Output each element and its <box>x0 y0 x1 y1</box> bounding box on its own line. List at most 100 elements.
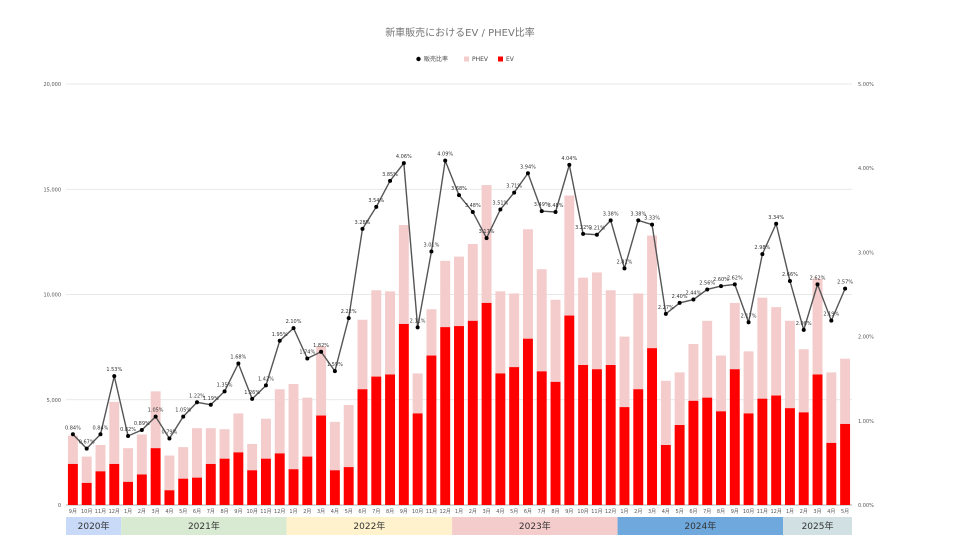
x-tick-label: 5月 <box>841 509 849 515</box>
bar-phev <box>260 418 271 459</box>
bar-ev <box>619 407 630 505</box>
ratio-data-label: 1.26% <box>244 390 260 396</box>
bar-ev <box>412 413 423 505</box>
ratio-data-label: 0.67% <box>79 440 95 446</box>
x-tick-label: 7月 <box>207 509 215 515</box>
axes: 0 5,000 10,000 15,000 20,000 0.00% 1.00% 2.00% 3… <box>44 82 875 515</box>
ratio-point <box>236 361 241 366</box>
x-tick-label: 4月 <box>331 509 339 515</box>
year-band-1 <box>121 517 287 535</box>
x-tick-label: 1月 <box>786 509 794 515</box>
ratio-data-label: 3.94% <box>520 164 536 170</box>
ratio-data-label: 3.38% <box>630 211 646 217</box>
bar-ev <box>467 320 478 505</box>
x-tick-label: 9月 <box>731 509 739 515</box>
x-tick-label: 3月 <box>813 509 821 515</box>
bar-ev <box>536 371 547 505</box>
ratio-data-label: 2.17% <box>741 313 757 319</box>
y-left-tick-1: 5,000 <box>47 398 61 404</box>
ratio-data-label: 1.05% <box>175 408 191 414</box>
x-tick-label: 4月 <box>496 509 504 515</box>
ratio-data-label: 2.10% <box>286 319 302 325</box>
x-tick-label: 9月 <box>400 509 408 515</box>
bar-phev <box>412 373 423 414</box>
x-tick-label: 6月 <box>358 509 366 515</box>
ratio-data-label: 3.49% <box>534 202 550 208</box>
ratio-data-label: 3.85% <box>382 172 398 178</box>
bar-phev <box>826 372 837 443</box>
bar-phev <box>316 346 327 416</box>
ratio-point <box>263 383 268 388</box>
ratio-point <box>608 218 613 223</box>
ratio-data-label: 2.62% <box>810 275 826 281</box>
bar-phev <box>729 302 740 370</box>
ratio-data-label: 2.08% <box>796 321 812 327</box>
bar-ev <box>729 369 740 505</box>
ratio-point <box>760 252 765 257</box>
bar-ev <box>316 415 327 505</box>
ratio-data-label: 0.82% <box>120 427 136 433</box>
ratio-point <box>663 311 668 316</box>
bar-ev <box>95 471 106 505</box>
bar-phev <box>357 319 368 390</box>
ratio-data-label: 3.54% <box>368 198 384 204</box>
bar-phev <box>495 291 506 374</box>
bar-ev <box>398 323 409 505</box>
bar-ev <box>633 389 644 505</box>
bar-phev <box>509 293 520 368</box>
bar-ev <box>109 463 120 505</box>
bar-phev <box>550 299 561 382</box>
x-tick-label: 5月 <box>676 509 684 515</box>
bar-ev <box>481 302 492 505</box>
ratio-data-label: 2.44% <box>685 291 701 297</box>
x-tick-label: 10月 <box>246 509 257 515</box>
bar-phev <box>219 429 230 459</box>
bar-phev <box>288 383 299 470</box>
ratio-point <box>843 286 848 291</box>
bar-phev <box>67 435 78 464</box>
x-tick-label: 6月 <box>524 509 532 515</box>
ratio-point <box>594 232 599 237</box>
bar-phev <box>233 413 244 453</box>
x-tick-label: 3月 <box>482 509 490 515</box>
bar-ev <box>840 423 851 505</box>
year-band-0 <box>66 517 122 535</box>
ratio-data-label: 3.71% <box>506 184 522 190</box>
x-tick-label: 12月 <box>770 509 781 515</box>
ratio-point <box>291 326 296 331</box>
ratio-data-label: 3.01% <box>423 243 439 249</box>
x-tick-label: 10月 <box>81 509 92 515</box>
ratio-point <box>636 218 641 223</box>
bar-phev <box>95 445 106 472</box>
x-tick-label: 1月 <box>455 509 463 515</box>
legend-marker-0 <box>416 56 421 62</box>
bar-phev <box>81 456 92 483</box>
ratio-data-label: 3.68% <box>451 186 467 192</box>
bar-phev <box>247 443 258 471</box>
legend-label-1: PHEV <box>472 56 489 63</box>
ratio-point <box>401 161 406 166</box>
x-tick-label: 4月 <box>662 509 670 515</box>
ratio-data-label: 3.51% <box>492 200 508 206</box>
bar-ev <box>67 463 78 505</box>
y-right-tick-1: 1.00% <box>858 419 874 425</box>
ratio-data-label: 1.95% <box>272 332 288 338</box>
ratio-point <box>732 282 737 287</box>
y-right-tick-0: 0.00% <box>858 503 874 509</box>
ratio-data-label: 3.22% <box>575 225 591 231</box>
x-tick-label: 12月 <box>274 509 285 515</box>
ratio-point <box>512 190 517 195</box>
ratio-data-label: 3.48% <box>465 203 481 209</box>
bar-phev <box>123 448 134 482</box>
bar-ev <box>426 355 437 505</box>
bar-phev <box>688 343 699 401</box>
ratio-point <box>98 432 103 437</box>
ratio-point <box>388 178 393 183</box>
ratio-point <box>705 287 710 292</box>
ratio-data-label: 4.04% <box>561 156 577 162</box>
ratio-point <box>650 222 655 227</box>
ratio-data-label: 0.84% <box>65 425 81 431</box>
bar-phev <box>192 428 202 478</box>
bar-phev <box>757 297 768 399</box>
ratio-point <box>222 389 227 394</box>
